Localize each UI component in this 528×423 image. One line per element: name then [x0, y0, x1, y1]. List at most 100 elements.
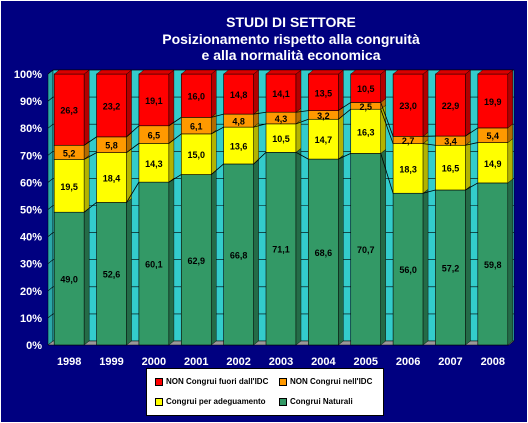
bar-segment [96, 202, 127, 346]
bar-segment-side [338, 154, 344, 346]
bar-segment [223, 73, 254, 115]
bar-top-face [95, 69, 133, 75]
data-label: 19,5 [60, 182, 78, 192]
chart-subtitle-line-2: e alla normalità economica [201, 47, 381, 63]
bar-segment-side [83, 207, 90, 346]
x-tick-label: 2003 [269, 356, 293, 368]
bar-segment [392, 73, 424, 137]
series-connector-line [253, 123, 267, 128]
bar-segment-side [507, 138, 514, 184]
bar-segment-side [126, 198, 132, 346]
bar-top-face [138, 69, 175, 75]
data-label: 4,8 [232, 117, 245, 127]
bar-segment-side [295, 69, 302, 113]
bar-segment [53, 211, 85, 346]
y-tick-label: 30% [20, 259, 42, 271]
bar-segment-side [338, 69, 344, 112]
bar-segment [96, 152, 127, 203]
legend-label-non-congrui-fuori: NON Congrui fuori dall'IDC [166, 377, 269, 386]
x-tick-label: 1999 [99, 356, 123, 368]
data-label: 57,2 [442, 263, 460, 273]
legend-item-congrui-naturali: Congrui Naturali [279, 397, 353, 406]
bar-segment-side [211, 170, 217, 346]
bar-segment-side [211, 129, 217, 175]
series-connector-line [338, 108, 351, 120]
series-connector-line [83, 202, 97, 213]
data-label: 18,4 [103, 174, 121, 184]
data-label: 19,9 [484, 97, 502, 107]
data-label: 2,5 [359, 102, 372, 112]
bar-segment-side [465, 140, 471, 191]
data-label: 19,1 [145, 96, 163, 106]
data-label: 49,0 [60, 275, 78, 285]
series-connector-line [126, 125, 140, 138]
y-tick-label: 40% [20, 232, 42, 244]
data-label: 14,3 [145, 159, 163, 169]
data-label: 15,0 [188, 150, 206, 160]
bar-segment-side [295, 119, 302, 153]
y-tick-label: 60% [20, 177, 42, 189]
data-label: 3,4 [444, 137, 457, 147]
legend: NON Congrui fuori dall'IDC NON Congrui n… [146, 368, 384, 416]
series-connector-line [126, 143, 140, 153]
bar-segment-side [380, 69, 386, 103]
x-tick-label: 2002 [226, 356, 250, 368]
data-label: 6,5 [148, 131, 161, 141]
legend-label-congrui-naturali: Congrui Naturali [290, 397, 353, 406]
series-connector-line [83, 152, 97, 160]
legend-item-non-congrui-fuori: NON Congrui fuori dall'IDC [155, 377, 268, 386]
legend-label-congrui-adeguamento: Congrui per adeguamento [166, 397, 266, 406]
x-tick-label: 2001 [184, 356, 208, 368]
series-connector-line [126, 181, 140, 203]
bar-segment-side [295, 147, 302, 346]
series-connector-line [422, 189, 436, 194]
y-tick-label: 80% [20, 123, 42, 135]
y-tick-label: 50% [20, 205, 42, 217]
bar-top-face [223, 69, 260, 75]
bar-segment [223, 163, 254, 346]
bar-segment-side [83, 69, 90, 146]
bar-segment-side [253, 122, 259, 165]
bar-segment-side [211, 69, 217, 118]
data-label: 66,8 [230, 250, 248, 260]
series-connector-line [168, 117, 182, 127]
y-tick-label: 90% [20, 96, 42, 108]
bar-top-face [180, 69, 217, 75]
bar-top-face [307, 69, 344, 75]
bar-segment-side [507, 178, 514, 346]
data-label: 13,6 [230, 142, 248, 152]
bar-segment-side [422, 139, 429, 194]
data-label: 5,8 [105, 141, 118, 151]
series-connector-line [168, 174, 182, 183]
series-connector-line [338, 153, 351, 160]
y-tick-label: 100% [14, 69, 42, 81]
data-label: 18,3 [399, 164, 417, 174]
data-label: 16,3 [357, 127, 375, 137]
bar-segment-side [465, 69, 471, 137]
bar-segment [265, 123, 297, 153]
data-label: 70,7 [357, 245, 375, 255]
legend-item-congrui-adeguamento: Congrui per adeguamento [155, 397, 266, 406]
bar-top-face [392, 69, 429, 75]
data-label: 16,0 [188, 92, 206, 102]
data-label: 71,1 [272, 245, 290, 255]
bar-segment-side [338, 114, 344, 160]
data-label: 68,6 [315, 248, 333, 258]
y-tick-label: 20% [20, 286, 42, 298]
bar-top-face [477, 69, 514, 75]
bar-segment [96, 73, 127, 138]
series-connector-line [380, 153, 394, 194]
bar-segment-side [380, 148, 386, 346]
data-label: 26,3 [60, 106, 78, 116]
x-tick-label: 2004 [311, 356, 336, 368]
bar-segment [435, 144, 466, 191]
series-connector-line [295, 118, 309, 125]
series-connector-line [465, 142, 478, 146]
data-label: 22,9 [442, 101, 460, 111]
series-connector-line [295, 151, 309, 160]
data-label: 4,3 [275, 114, 288, 124]
bar-segment-side [422, 188, 429, 346]
legend-swatch-non-congrui-nell [279, 377, 287, 386]
series-connector-line [338, 102, 351, 111]
